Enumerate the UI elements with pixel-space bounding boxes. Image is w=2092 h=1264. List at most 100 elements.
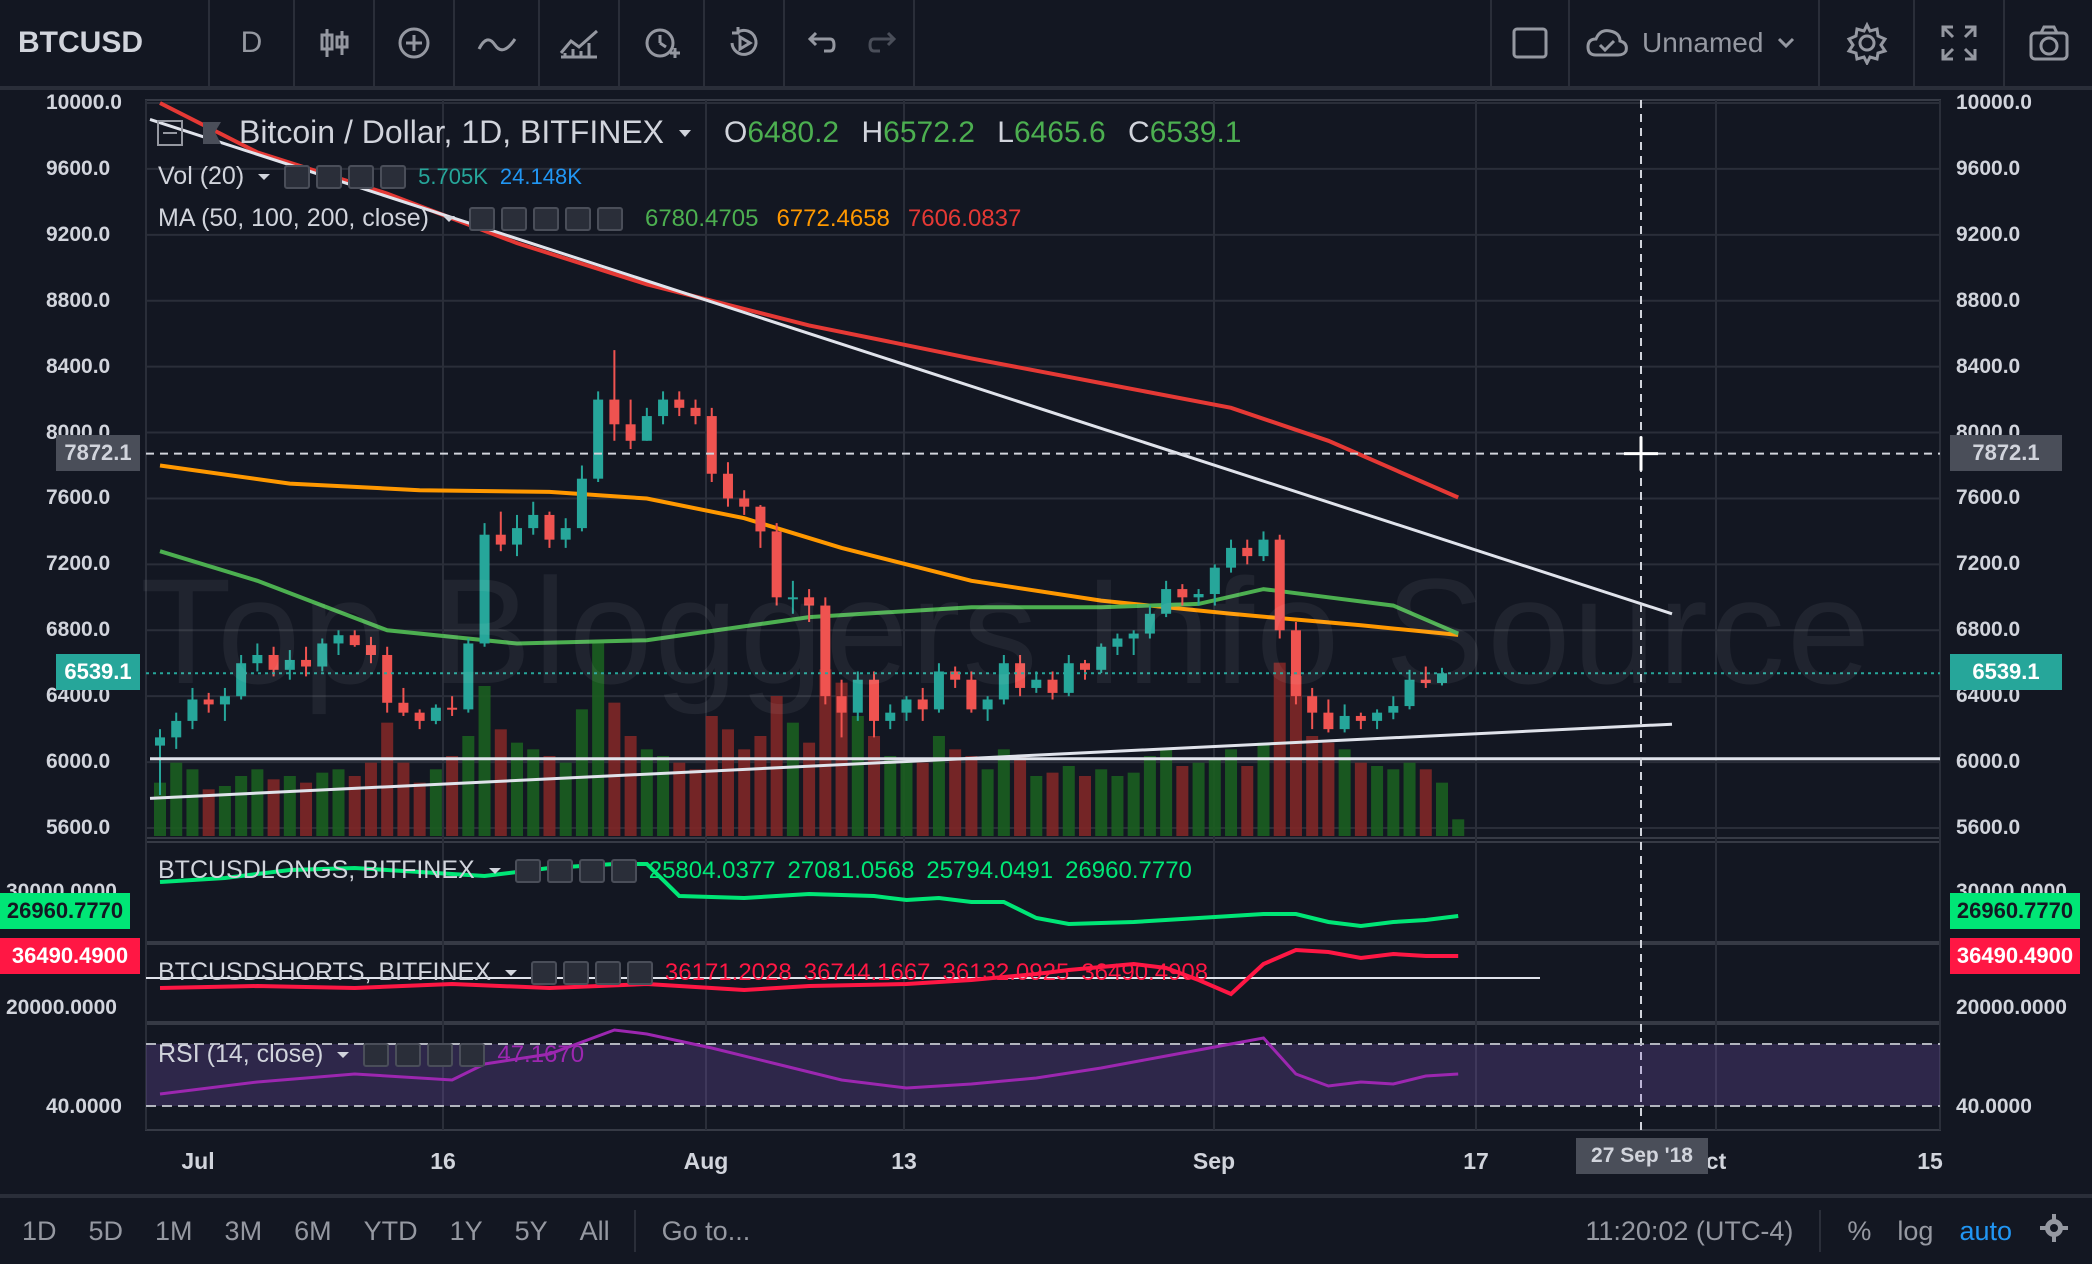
range-6m-button[interactable]: 6M — [294, 1215, 332, 1246]
source-icon[interactable] — [532, 206, 559, 231]
percent-scale-toggle[interactable]: % — [1847, 1215, 1872, 1246]
volume-bar — [397, 762, 410, 836]
eye-icon[interactable] — [363, 1042, 390, 1067]
gear-icon[interactable] — [395, 1042, 422, 1067]
range-all-button[interactable]: All — [579, 1215, 610, 1246]
chart-style-button[interactable] — [295, 0, 375, 86]
candle-body — [528, 514, 539, 529]
range-1m-button[interactable]: 1M — [155, 1215, 193, 1246]
gear-icon[interactable] — [546, 858, 573, 883]
clock-display[interactable]: 11:20:02 (UTC-4) — [1585, 1215, 1794, 1246]
save-layout-button[interactable]: Unnamed — [1570, 0, 1820, 86]
fullscreen-icon — [1941, 25, 1977, 61]
price-tick-label-left: 5600.0 — [46, 816, 111, 839]
time-label: ct — [1705, 1148, 1727, 1174]
study-buttons[interactable] — [530, 960, 653, 985]
shorts-label[interactable]: BTCUSDSHORTS, BITFINEX — [158, 958, 491, 986]
gear-icon[interactable] — [500, 206, 527, 231]
range-5y-button[interactable]: 5Y — [514, 1215, 548, 1246]
candle-body — [950, 671, 961, 680]
eye-icon[interactable] — [468, 206, 495, 231]
open-label: O — [724, 115, 748, 149]
compare-button[interactable] — [375, 0, 455, 86]
plus-icon[interactable] — [578, 858, 605, 883]
undo-button[interactable] — [785, 0, 855, 86]
chart-canvas[interactable] — [0, 90, 2092, 1194]
volume-bar — [1419, 769, 1432, 836]
templates-button[interactable] — [540, 0, 620, 86]
redo-button[interactable] — [855, 0, 915, 86]
study-buttons[interactable] — [284, 164, 407, 189]
settings-button[interactable] — [1820, 0, 1915, 86]
candle-body — [869, 679, 880, 721]
plus-icon[interactable] — [427, 1042, 454, 1067]
close-icon[interactable] — [380, 164, 407, 189]
scale-settings-button[interactable] — [2038, 1212, 2070, 1251]
redo-icon — [868, 31, 897, 53]
goto-date-button[interactable]: Go to... — [661, 1215, 751, 1246]
volume-bar — [364, 762, 377, 836]
volume-bar — [251, 769, 264, 836]
longs-label[interactable]: BTCUSDLONGS, BITFINEX — [158, 856, 475, 884]
range-5d-button[interactable]: 5D — [88, 1215, 124, 1246]
price-tick-label-right: 7600.0 — [1956, 486, 2021, 510]
select-layout-button[interactable] — [1490, 0, 1570, 86]
caret-down-icon[interactable] — [503, 965, 519, 981]
ma-legend: MA (50, 100, 200, close) 6780.4705 6772.… — [158, 204, 1021, 233]
price-tick-label-left: 9600.0 — [46, 156, 111, 180]
auto-scale-toggle[interactable]: auto — [1959, 1215, 2012, 1246]
flag-icon — [203, 121, 221, 144]
interval-button[interactable]: D — [210, 0, 295, 86]
close-icon[interactable] — [626, 960, 653, 985]
volume-study-label[interactable]: Vol (20) — [158, 162, 245, 190]
plus-icon[interactable] — [564, 206, 591, 231]
study-buttons[interactable] — [468, 206, 623, 231]
log-scale-toggle[interactable]: log — [1897, 1215, 1934, 1246]
volume-bar — [786, 722, 799, 836]
caret-down-icon[interactable] — [676, 124, 694, 142]
range-ytd-button[interactable]: YTD — [363, 1215, 418, 1246]
caret-down-icon[interactable] — [335, 1047, 351, 1063]
caret-down-icon[interactable] — [441, 211, 457, 227]
rsi-label[interactable]: RSI (14, close) — [158, 1040, 324, 1068]
volume-bar — [413, 782, 426, 836]
eye-icon[interactable] — [284, 164, 311, 189]
close-icon[interactable] — [610, 858, 637, 883]
candle-body — [203, 699, 214, 705]
caret-down-icon[interactable] — [256, 169, 272, 185]
alert-button[interactable] — [620, 0, 705, 86]
study-buttons[interactable] — [363, 1042, 486, 1067]
close-icon[interactable] — [596, 206, 623, 231]
snapshot-button[interactable] — [2005, 0, 2092, 86]
indicators-button[interactable] — [455, 0, 540, 86]
rsi-line — [159, 1028, 1459, 1096]
range-1y-button[interactable]: 1Y — [449, 1215, 483, 1246]
collapse-icon[interactable] — [155, 118, 185, 148]
ma200-value: 7606.0837 — [907, 204, 1022, 232]
range-3m-button[interactable]: 3M — [224, 1215, 263, 1246]
price-tick-label-right: 8800.0 — [1956, 288, 2021, 312]
templates-icon — [559, 29, 598, 59]
study-buttons[interactable] — [514, 858, 637, 883]
candle-body — [1015, 663, 1026, 688]
close-icon[interactable] — [459, 1042, 486, 1067]
gear-icon[interactable] — [562, 960, 589, 985]
eye-icon[interactable] — [514, 858, 541, 883]
ma-study-label[interactable]: MA (50, 100, 200, close) — [158, 204, 429, 232]
candle-body — [284, 659, 295, 670]
plus-circle-icon — [398, 27, 430, 59]
time-label: Aug — [683, 1148, 729, 1174]
fullscreen-button[interactable] — [1915, 0, 2005, 86]
gear-icon[interactable] — [316, 164, 343, 189]
caret-down-icon[interactable] — [487, 863, 503, 879]
eye-icon[interactable] — [530, 960, 557, 985]
replay-button[interactable] — [705, 0, 785, 86]
plus-icon[interactable] — [594, 960, 621, 985]
volume-bar — [868, 736, 881, 836]
series-title[interactable]: Bitcoin / Dollar, 1D, BITFINEX — [239, 114, 665, 150]
symbol-search-button[interactable]: BTCUSD — [0, 0, 210, 86]
volume-bar — [1143, 756, 1156, 836]
volume-bar — [949, 749, 962, 836]
range-1d-button[interactable]: 1D — [22, 1215, 57, 1246]
plus-icon[interactable] — [348, 164, 375, 189]
